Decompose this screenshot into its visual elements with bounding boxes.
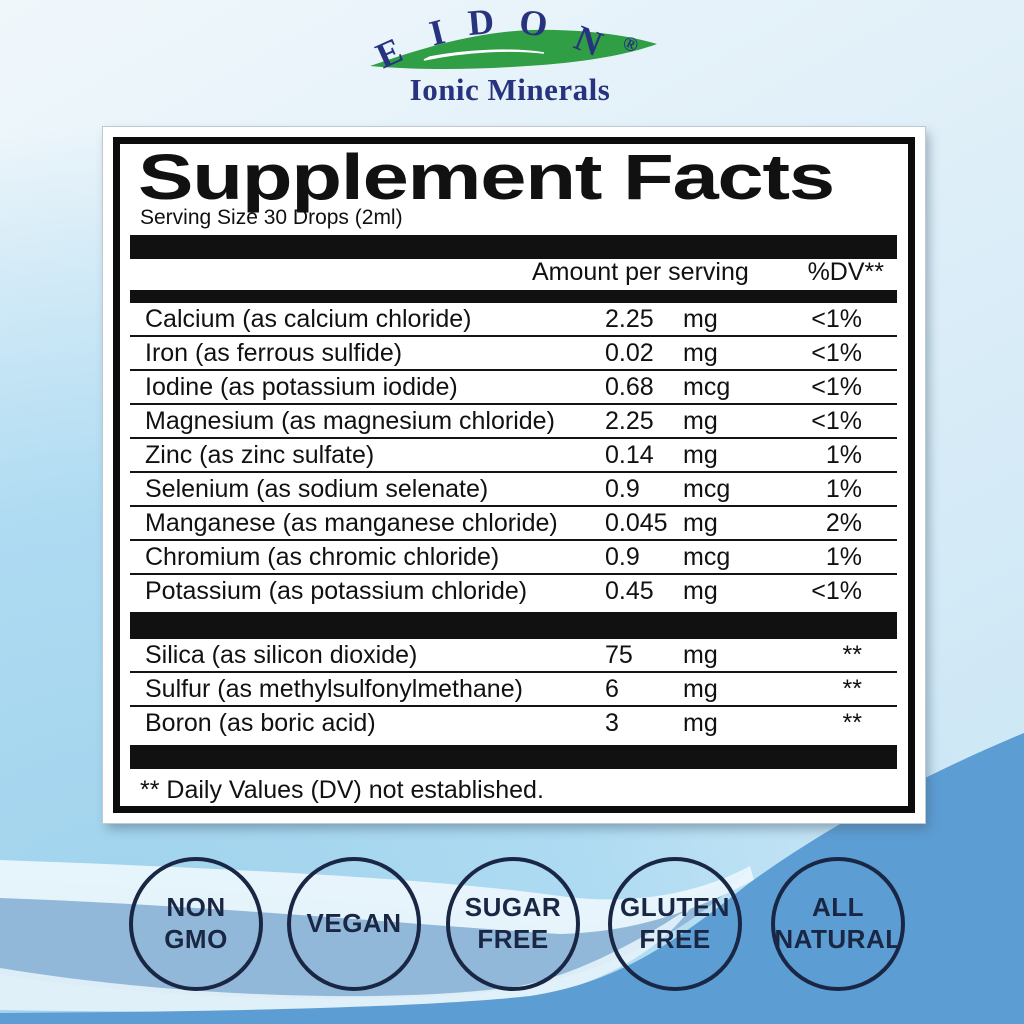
badge-line: NON bbox=[166, 892, 226, 923]
mineral-table: Calcium (as calcium chloride) 2.25 mg <1… bbox=[130, 303, 897, 607]
badge-line: FREE bbox=[477, 924, 549, 954]
badge-line: ALL bbox=[811, 892, 865, 923]
table-row: Magnesium (as magnesium chloride) 2.25 m… bbox=[130, 405, 897, 439]
brand-logo: E I D O N ® Ionic Minerals bbox=[370, 8, 657, 107]
ingredient-unit: mg bbox=[683, 406, 718, 435]
ingredient-name: Iron (as ferrous sulfide) bbox=[145, 338, 403, 367]
ingredient-name: Magnesium (as magnesium chloride) bbox=[145, 406, 555, 435]
ingredient-amount: 0.45 bbox=[605, 576, 654, 605]
badge-line: SUGAR bbox=[464, 892, 562, 923]
ingredient-dv: ** bbox=[842, 708, 862, 737]
ingredient-amount: 2.25 bbox=[605, 304, 654, 333]
supplement-facts-panel: Supplement Facts Serving Size 30 Drops (… bbox=[103, 127, 925, 823]
ingredient-dv: ** bbox=[842, 674, 862, 703]
ingredient-name: Sulfur (as methylsulfonylmethane) bbox=[145, 674, 523, 703]
ingredient-name: Boron (as boric acid) bbox=[145, 708, 376, 737]
badge-line: NATURAL bbox=[774, 924, 902, 954]
table-row: Iron (as ferrous sulfide) 0.02 mg <1% bbox=[130, 337, 897, 371]
divider-bar bbox=[130, 612, 897, 639]
badge-non-gmo: NON GMO bbox=[129, 857, 263, 991]
ingredient-amount: 0.045 bbox=[605, 508, 668, 537]
ingredient-dv: <1% bbox=[811, 576, 862, 605]
ingredient-unit: mg bbox=[683, 338, 718, 367]
badge-all-natural: ALL NATURAL bbox=[771, 857, 905, 991]
serving-size: Serving Size 30 Drops (2ml) bbox=[140, 206, 403, 229]
logo-swoosh-icon bbox=[370, 29, 657, 70]
logo-letter: D bbox=[466, 8, 495, 43]
ingredient-dv: <1% bbox=[811, 338, 862, 367]
trace-mineral-table: Silica (as silicon dioxide) 75 mg ** Sul… bbox=[130, 639, 897, 739]
ingredient-name: Manganese (as manganese chloride) bbox=[145, 508, 558, 537]
ingredient-name: Iodine (as potassium iodide) bbox=[145, 372, 458, 401]
divider-bar bbox=[130, 745, 897, 769]
logo-tagline: Ionic Minerals bbox=[410, 72, 611, 107]
divider-bar bbox=[130, 235, 897, 259]
ingredient-unit: mg bbox=[683, 304, 718, 333]
ingredient-amount: 6 bbox=[605, 674, 619, 703]
badge-line: VEGAN bbox=[306, 908, 402, 939]
ingredient-dv: 2% bbox=[825, 508, 862, 537]
ingredient-dv: 1% bbox=[825, 440, 862, 469]
ingredient-amount: 0.9 bbox=[605, 474, 640, 503]
divider-bar bbox=[130, 290, 897, 303]
logo-letter: O bbox=[517, 8, 550, 45]
ingredient-dv: ** bbox=[842, 640, 862, 669]
table-row: Iodine (as potassium iodide) 0.68 mcg <1… bbox=[130, 371, 897, 405]
badge-vegan: VEGAN bbox=[287, 857, 421, 991]
dv-footnote: ** Daily Values (DV) not established. bbox=[140, 776, 544, 804]
ingredient-amount: 0.02 bbox=[605, 338, 654, 367]
ingredient-dv: 1% bbox=[825, 542, 862, 571]
table-row: Silica (as silicon dioxide) 75 mg ** bbox=[130, 639, 897, 673]
ingredient-name: Chromium (as chromic chloride) bbox=[145, 542, 500, 571]
ingredient-dv: <1% bbox=[811, 304, 862, 333]
ingredient-amount: 0.68 bbox=[605, 372, 654, 401]
badge-line: FREE bbox=[639, 924, 711, 954]
table-row: Selenium (as sodium selenate) 0.9 mcg 1% bbox=[130, 473, 897, 507]
table-row: Sulfur (as methylsulfonylmethane) 6 mg *… bbox=[130, 673, 897, 707]
column-header-amount: Amount per serving bbox=[532, 258, 749, 286]
table-row: Boron (as boric acid) 3 mg ** bbox=[130, 707, 897, 739]
ingredient-name: Calcium (as calcium chloride) bbox=[145, 304, 472, 333]
ingredient-name: Potassium (as potassium chloride) bbox=[145, 576, 528, 605]
ingredient-unit: mcg bbox=[683, 474, 731, 503]
table-row: Manganese (as manganese chloride) 0.045 … bbox=[130, 507, 897, 541]
ingredient-unit: mg bbox=[683, 508, 718, 537]
ingredient-dv: <1% bbox=[811, 372, 862, 401]
ingredient-amount: 75 bbox=[605, 640, 633, 669]
table-row: Potassium (as potassium chloride) 0.45 m… bbox=[130, 575, 897, 607]
ingredient-amount: 0.9 bbox=[605, 542, 640, 571]
ingredient-name: Selenium (as sodium selenate) bbox=[145, 474, 489, 503]
table-row: Chromium (as chromic chloride) 0.9 mcg 1… bbox=[130, 541, 897, 575]
badge-gluten-free: GLUTEN FREE bbox=[608, 857, 742, 991]
background-wave-white-2 bbox=[0, 906, 692, 1012]
badge-line: GLUTEN bbox=[620, 892, 730, 923]
ingredient-amount: 0.14 bbox=[605, 440, 654, 469]
logo-swoosh-accent-icon bbox=[423, 49, 545, 61]
column-header-row: Amount per serving %DV** bbox=[120, 258, 908, 288]
panel-black-frame: Supplement Facts Serving Size 30 Drops (… bbox=[113, 137, 915, 813]
badge-sugar-free: SUGAR FREE bbox=[446, 857, 580, 991]
ingredient-amount: 3 bbox=[605, 708, 619, 737]
badge-line: GMO bbox=[164, 924, 228, 954]
ingredient-unit: mg bbox=[683, 576, 718, 605]
ingredient-amount: 2.25 bbox=[605, 406, 654, 435]
ingredient-unit: mcg bbox=[683, 372, 731, 401]
ingredient-unit: mg bbox=[683, 440, 718, 469]
logo-letter: I bbox=[425, 11, 448, 53]
table-row: Calcium (as calcium chloride) 2.25 mg <1… bbox=[130, 303, 897, 337]
panel-title: Supplement Facts bbox=[138, 141, 835, 213]
ingredient-name: Zinc (as zinc sulfate) bbox=[145, 440, 375, 469]
ingredient-unit: mg bbox=[683, 708, 718, 737]
ingredient-unit: mg bbox=[683, 640, 718, 669]
background-deep-blue bbox=[0, 733, 1024, 1024]
logo-letter: E bbox=[370, 30, 408, 76]
ingredient-dv: <1% bbox=[811, 406, 862, 435]
ingredient-unit: mcg bbox=[683, 542, 731, 571]
ingredient-unit: mg bbox=[683, 674, 718, 703]
ingredient-name: Silica (as silicon dioxide) bbox=[145, 640, 418, 669]
ingredient-dv: 1% bbox=[825, 474, 862, 503]
table-row: Zinc (as zinc sulfate) 0.14 mg 1% bbox=[130, 439, 897, 473]
column-header-dv: %DV** bbox=[807, 258, 884, 286]
